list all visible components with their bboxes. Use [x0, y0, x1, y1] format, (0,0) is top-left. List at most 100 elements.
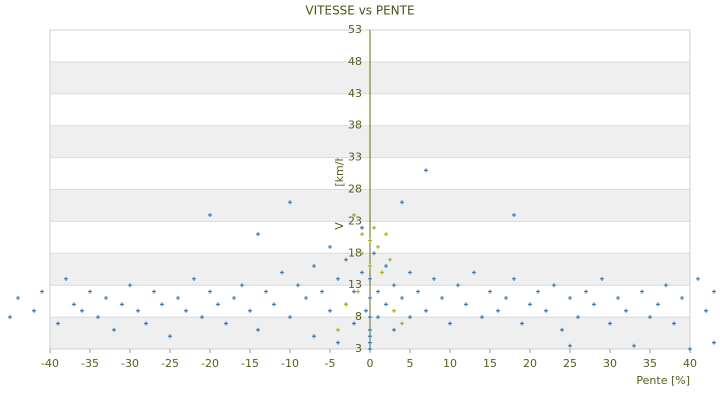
point	[56, 321, 60, 326]
point	[344, 302, 348, 307]
point	[424, 308, 428, 313]
x-tick-label: 35	[643, 357, 657, 370]
point	[392, 308, 396, 313]
point	[336, 340, 340, 345]
point	[368, 334, 372, 339]
y-tick-label: 33	[348, 151, 362, 164]
point	[64, 276, 68, 281]
point	[208, 213, 212, 218]
y-tick-label: 53	[348, 23, 362, 36]
x-tick-label: -35	[81, 357, 99, 370]
point	[368, 295, 372, 300]
point	[296, 283, 300, 288]
point	[144, 321, 148, 326]
point	[480, 315, 484, 320]
point	[136, 308, 140, 313]
point	[104, 295, 108, 300]
x-tick-label: -20	[201, 357, 219, 370]
point	[376, 315, 380, 320]
x-tick-label: 20	[523, 357, 537, 370]
point	[696, 276, 700, 281]
point	[368, 276, 372, 281]
point	[408, 270, 412, 275]
point	[112, 327, 116, 332]
point	[368, 315, 372, 320]
point	[32, 308, 36, 313]
point	[424, 168, 428, 173]
point	[168, 334, 172, 339]
point	[568, 295, 572, 300]
point	[496, 308, 500, 313]
point	[416, 289, 420, 294]
point	[432, 276, 436, 281]
point	[600, 276, 604, 281]
point	[368, 340, 372, 345]
x-tick-label: -30	[121, 357, 139, 370]
point	[72, 302, 76, 307]
point	[408, 315, 412, 320]
point	[40, 289, 44, 294]
point	[312, 334, 316, 339]
point	[536, 289, 540, 294]
point	[88, 289, 92, 294]
point	[288, 200, 292, 205]
point	[336, 327, 340, 332]
y-tick-label: 28	[348, 183, 362, 196]
point	[552, 283, 556, 288]
point	[456, 283, 460, 288]
point	[372, 225, 376, 230]
y-tick-label: 3	[355, 342, 362, 355]
point	[16, 295, 20, 300]
point	[360, 270, 364, 275]
point	[392, 327, 396, 332]
point	[224, 321, 228, 326]
point	[680, 295, 684, 300]
point	[368, 347, 372, 351]
point	[160, 302, 164, 307]
point	[380, 270, 384, 275]
point	[176, 295, 180, 300]
point	[448, 321, 452, 326]
x-tick-label: 25	[563, 357, 577, 370]
point	[704, 308, 708, 313]
point	[372, 251, 376, 256]
point	[312, 264, 316, 269]
point	[384, 302, 388, 307]
point	[712, 340, 716, 345]
point	[592, 302, 596, 307]
point	[608, 321, 612, 326]
x-tick-label: 30	[603, 357, 617, 370]
point	[368, 238, 372, 243]
y-tick-label: 48	[348, 55, 362, 68]
point	[80, 308, 84, 313]
chart-title: VITESSE vs PENTE	[305, 4, 414, 18]
point	[528, 302, 532, 307]
x-tick-label: -25	[161, 357, 179, 370]
point	[328, 308, 332, 313]
x-tick-label: -40	[41, 357, 59, 370]
point	[96, 315, 100, 320]
x-tick-label: 10	[443, 357, 457, 370]
point	[192, 276, 196, 281]
point	[184, 308, 188, 313]
point	[472, 270, 476, 275]
point	[376, 289, 380, 294]
point	[648, 315, 652, 320]
point	[512, 276, 516, 281]
point	[256, 327, 260, 332]
x-tick-label: -15	[241, 357, 259, 370]
point	[632, 343, 636, 348]
point	[356, 289, 360, 294]
point	[688, 347, 692, 351]
point	[400, 295, 404, 300]
x-tick-label: -5	[325, 357, 336, 370]
point	[328, 244, 332, 249]
point	[368, 264, 372, 269]
point	[464, 302, 468, 307]
point	[216, 302, 220, 307]
point	[120, 302, 124, 307]
point	[388, 257, 392, 262]
y-tick-label: 38	[348, 119, 362, 132]
point	[264, 289, 268, 294]
point	[440, 295, 444, 300]
